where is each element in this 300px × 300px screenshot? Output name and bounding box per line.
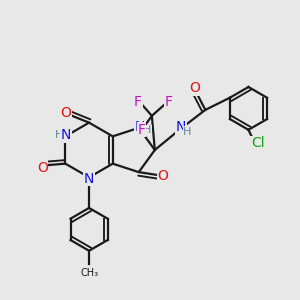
Text: N: N (176, 120, 186, 134)
Text: CH₃: CH₃ (80, 268, 98, 278)
Text: O: O (60, 106, 71, 120)
Text: O: O (158, 169, 169, 183)
Text: O: O (190, 81, 200, 95)
Text: N: N (135, 120, 146, 134)
Text: H: H (143, 125, 151, 135)
Text: Cl: Cl (251, 136, 265, 151)
Text: N: N (84, 172, 94, 185)
Text: F: F (165, 94, 173, 109)
Text: H: H (55, 130, 63, 140)
Text: O: O (37, 160, 48, 175)
Text: F: F (134, 94, 142, 109)
Text: F: F (137, 123, 146, 137)
Text: N: N (61, 128, 71, 142)
Text: H: H (183, 127, 192, 136)
